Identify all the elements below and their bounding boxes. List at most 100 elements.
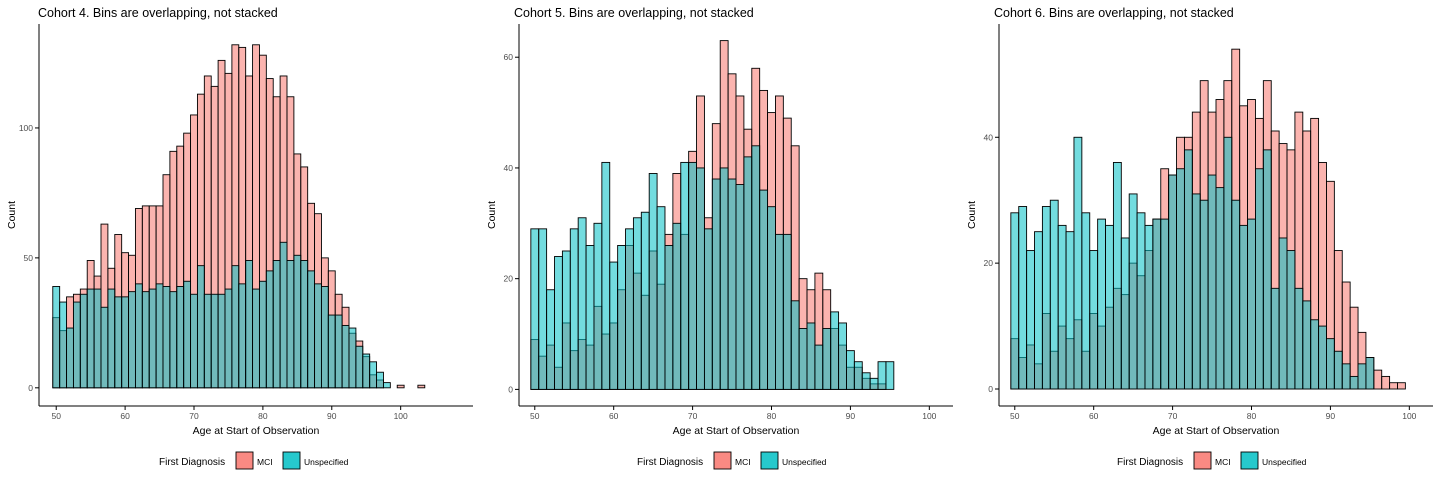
legend-key-unspecified [760, 451, 779, 470]
bar-mci [1389, 382, 1398, 390]
bar-unspecified [224, 288, 233, 389]
x-tick-label: 50 [530, 411, 540, 421]
legend-title: First Diagnosis [1117, 457, 1183, 468]
bar-unspecified [853, 361, 863, 390]
x-axis-label: Age at Start of Observation [1153, 425, 1280, 437]
bar-unspecified [814, 344, 824, 390]
bar-unspecified [798, 328, 808, 390]
bar-unspecified [1105, 224, 1114, 390]
bars [52, 44, 426, 389]
bar-unspecified [688, 161, 697, 390]
legend-label-unspecified: Unspecified [304, 457, 349, 467]
bar-unspecified [1357, 363, 1367, 390]
chart-panel-2: Cohort 5. Bins are overlapping, not stac… [486, 6, 953, 470]
y-tick-label: 50 [24, 253, 34, 263]
bar-unspecified [751, 145, 761, 390]
bar-unspecified [1223, 136, 1233, 390]
bar-unspecified [1081, 212, 1091, 390]
bar-unspecified [830, 311, 840, 390]
bar-unspecified [190, 293, 198, 389]
legend-key-unspecified [282, 451, 301, 470]
chart-panel-1: Cohort 4. Bins are overlapping, not stac… [6, 6, 473, 470]
bar-unspecified [703, 228, 713, 390]
bar-unspecified [72, 301, 81, 389]
x-axis-label: Age at Start of Observation [193, 425, 320, 437]
bar-unspecified [577, 217, 587, 390]
y-tick-label: 0 [28, 383, 33, 393]
bar-unspecified [861, 372, 871, 390]
bar-unspecified [696, 167, 705, 390]
bar-unspecified [1057, 224, 1067, 390]
bar-unspecified [100, 306, 109, 389]
bar-unspecified [1199, 199, 1209, 390]
bar-unspecified [66, 327, 74, 389]
bar-unspecified [1231, 199, 1241, 390]
bar-unspecified [625, 228, 634, 390]
legend: First Diagnosis MCI Unspecified [1117, 451, 1307, 470]
bar-unspecified [1176, 168, 1185, 390]
legend-label-mci: MCI [257, 457, 273, 467]
bar-unspecified [114, 296, 123, 389]
bar-unspecified [759, 189, 769, 390]
y-tick-label: 0 [508, 384, 513, 394]
bar-unspecified [1183, 149, 1193, 390]
bar-unspecified [265, 270, 274, 389]
legend: First Diagnosis MCI Unspecified [637, 451, 827, 470]
bar-unspecified [1034, 231, 1043, 390]
bar-unspecified [617, 244, 626, 390]
bar-unspecified [1010, 212, 1020, 390]
bar-unspecified [538, 228, 548, 390]
bar-unspecified [775, 233, 784, 390]
bar-unspecified [258, 280, 267, 389]
bar-unspecified [155, 283, 164, 389]
y-tick-label: 40 [504, 163, 514, 173]
chart-title: Cohort 4. Bins are overlapping, not stac… [38, 6, 278, 20]
bar-unspecified [554, 256, 563, 390]
bar-unspecified [672, 222, 682, 390]
x-tick-label: 80 [258, 411, 268, 421]
bar-unspecified [1254, 168, 1264, 390]
bar-unspecified [238, 283, 247, 389]
bar-unspecified [735, 184, 745, 390]
bar-unspecified [782, 233, 792, 390]
x-tick-label: 100 [1402, 411, 1416, 421]
legend-key-mci [235, 451, 254, 470]
bar-unspecified [369, 361, 378, 389]
x-tick-label: 50 [51, 411, 61, 421]
bar-unspecified [1294, 287, 1304, 390]
x-tick-label: 100 [922, 411, 936, 421]
bar-mci [1373, 369, 1383, 390]
x-tick-label: 70 [1168, 411, 1178, 421]
y-axis-label: Count [6, 201, 18, 229]
bar-unspecified [869, 377, 879, 390]
bar-unspecified [1049, 199, 1059, 390]
bar-unspecified [128, 291, 136, 389]
legend-key-mci [713, 451, 732, 470]
chart-panel-3: Cohort 6. Bins are overlapping, not stac… [966, 6, 1433, 470]
bar-unspecified [307, 270, 316, 389]
bar-unspecified [711, 178, 721, 390]
y-tick-label: 40 [984, 132, 994, 142]
bar-unspecified [1247, 218, 1256, 390]
bar-unspecified [1310, 319, 1320, 390]
bar-unspecified [1239, 224, 1249, 390]
bar-unspecified [546, 289, 555, 390]
x-tick-label: 60 [609, 411, 619, 421]
bar-unspecified [790, 300, 800, 390]
bar-unspecified [314, 283, 322, 389]
bar-unspecified [217, 293, 226, 389]
bar-unspecified [1073, 136, 1083, 390]
bar-unspecified [1144, 224, 1154, 390]
bar-unspecified [1026, 250, 1035, 390]
x-tick-label: 50 [1010, 411, 1020, 421]
x-tick-label: 90 [1326, 411, 1336, 421]
bar-unspecified [767, 206, 776, 390]
bar-unspecified [1152, 218, 1162, 390]
y-tick-label: 20 [984, 258, 994, 268]
bar-unspecified [86, 288, 95, 389]
bar-unspecified [822, 328, 832, 390]
bar-unspecified [52, 286, 61, 389]
bar-unspecified [59, 301, 68, 389]
